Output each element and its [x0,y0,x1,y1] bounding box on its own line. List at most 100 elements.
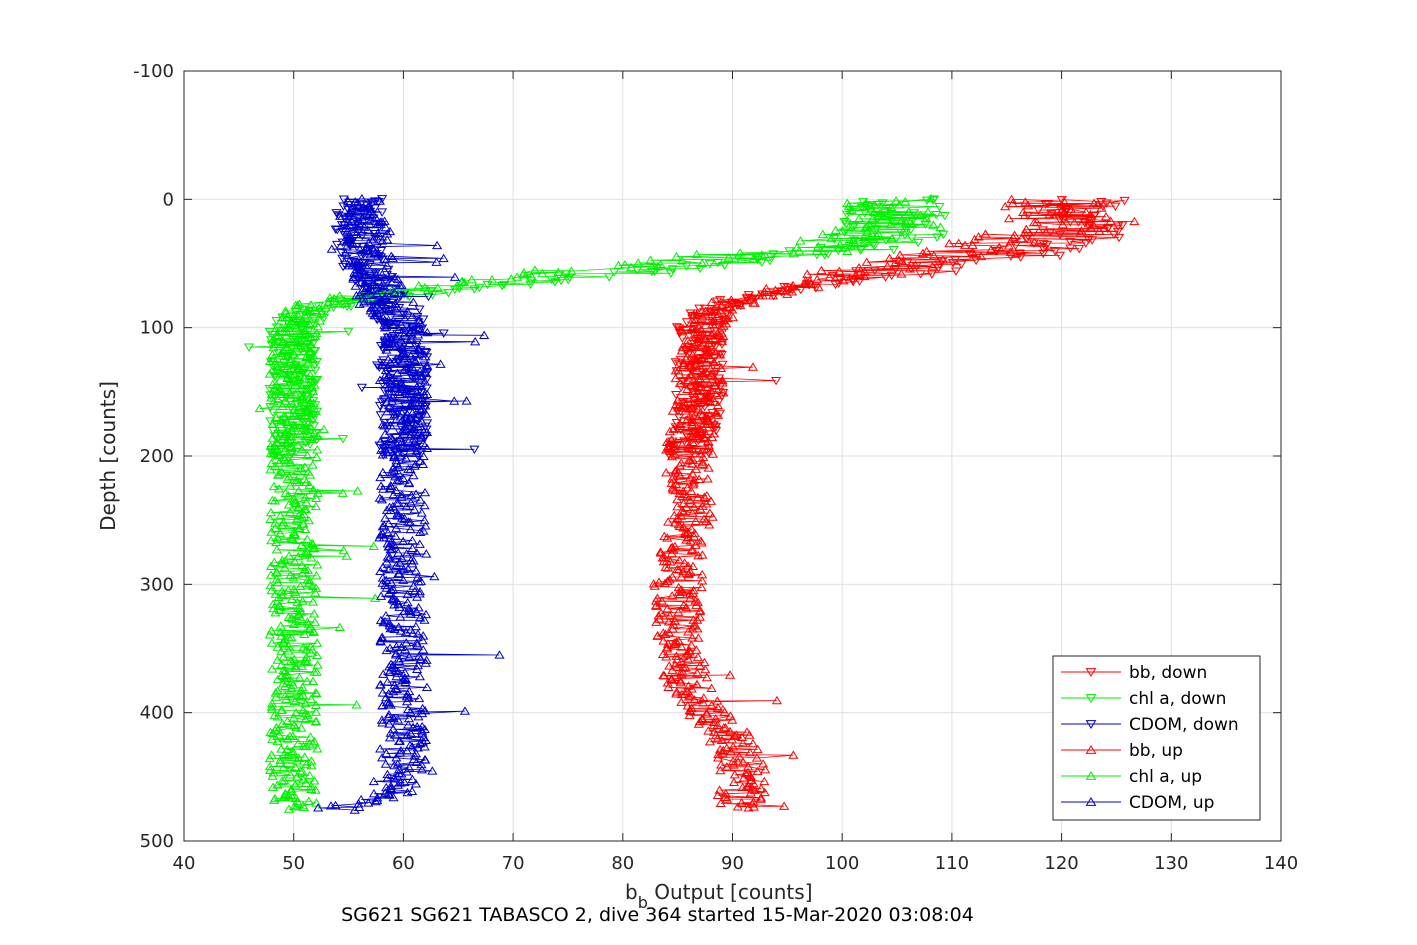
data-point [666,674,677,683]
data-point [686,342,697,352]
data-point [670,391,682,400]
data-point [873,211,884,220]
data-point [359,222,370,231]
data-point [667,591,678,600]
data-point [391,455,402,465]
data-point [404,740,416,750]
data-point [270,589,281,598]
data-point [282,373,293,383]
data-point [308,485,319,494]
data-point [296,540,307,550]
data-point [411,548,422,557]
data-point [288,349,300,358]
data-point [880,236,892,245]
data-point [662,642,673,652]
data-point [379,520,390,530]
data-point [296,661,307,670]
data-point [703,416,715,426]
data-point [699,492,710,501]
data-point [289,333,300,342]
data-point [370,234,381,243]
data-point [282,372,293,381]
data-point [415,495,426,504]
data-point [294,364,305,373]
data-point [254,403,265,413]
data-point [717,748,728,757]
data-point [282,426,293,435]
data-point [285,481,296,490]
data-point [719,261,730,270]
data-point [398,442,409,451]
data-point [487,274,498,284]
data-point [686,486,697,495]
data-point [351,290,362,300]
data-point [350,281,361,290]
data-point [438,329,449,338]
data-point [401,385,412,395]
data-point [459,277,470,287]
data-point [625,262,637,272]
data-point [506,274,517,283]
data-point [413,711,424,721]
data-point [702,709,713,718]
data-point [714,785,725,794]
data-point [667,265,678,274]
data-point [389,760,400,770]
data-point [281,326,292,336]
data-point [396,416,407,425]
data-point [420,367,431,377]
data-point [696,353,707,363]
data-point [419,615,430,624]
data-point [416,508,427,517]
data-point [267,782,279,791]
data-point [668,424,679,433]
data-point [670,660,681,669]
data-point [702,389,713,399]
data-point [407,408,418,417]
data-point [893,255,905,264]
data-point [661,644,673,653]
data-point [419,377,431,386]
data-point [824,272,835,282]
data-point [380,759,391,768]
data-point [310,785,321,794]
data-point [689,531,700,541]
data-point [291,801,302,811]
data-point [385,781,397,790]
data-point [377,236,388,245]
x-axis-label-b: b [625,880,638,904]
x-axis-label-rest: Output [counts] [648,880,813,904]
data-point [411,638,422,647]
data-point [690,516,701,526]
data-point [748,298,759,307]
data-point [379,429,391,438]
data-point [395,748,406,757]
data-point [673,565,684,574]
data-point [341,242,352,251]
data-point [922,207,934,216]
data-point [400,336,411,345]
data-point [356,794,367,804]
data-point [537,268,548,278]
data-point [670,373,681,383]
data-point [375,744,386,753]
data-point [421,443,433,453]
data-point [408,470,419,480]
data-point [388,686,399,696]
data-point [1023,200,1034,210]
data-point [379,216,390,225]
data-point [376,495,388,504]
data-point [645,255,656,264]
data-point [692,652,703,661]
data-point [286,432,297,441]
data-point [334,622,345,632]
data-point [403,464,414,473]
data-point [670,479,682,488]
data-point [288,713,299,722]
data-point [301,336,312,345]
data-point [385,357,396,367]
data-point [377,419,388,429]
data-point [391,523,402,532]
data-point [703,463,714,472]
data-point [276,558,288,567]
